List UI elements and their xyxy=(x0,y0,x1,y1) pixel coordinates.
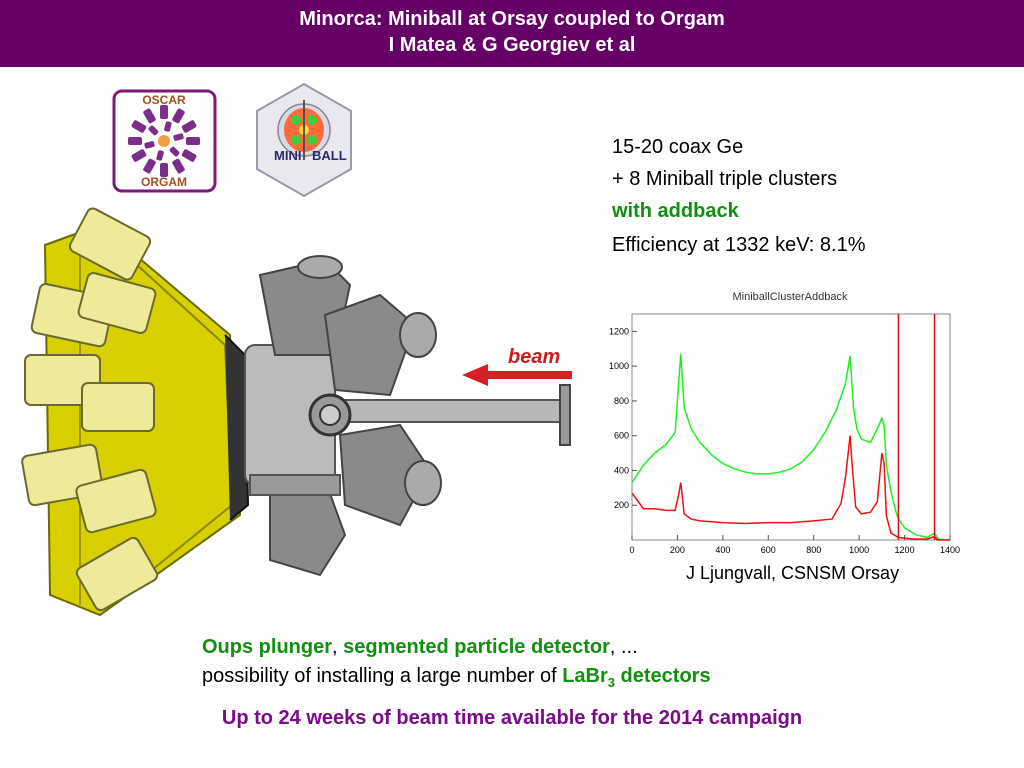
chart-title: MiniballClusterAddback xyxy=(733,291,848,303)
green-spectrum-line xyxy=(631,353,951,541)
svg-text:OSCAR: OSCAR xyxy=(142,93,186,107)
svg-text:BALL: BALL xyxy=(312,148,347,163)
y-tick-label: 1200 xyxy=(609,326,629,336)
efficiency-text: Efficiency at 1332 keV: 8.1% xyxy=(612,234,866,256)
possibility-text: possibility of installing a large number… xyxy=(202,665,563,687)
svg-text:MINI: MINI xyxy=(274,148,301,163)
slide-title: Minorca: Miniball at Orsay coupled to Or… xyxy=(299,8,725,30)
detector-setup-illustration xyxy=(21,207,571,617)
sep-2: , ... xyxy=(609,636,638,658)
spec-clusters: + 8 Miniball triple clusters xyxy=(612,168,838,190)
x-tick-label: 400 xyxy=(715,545,730,555)
y-tick-label: 400 xyxy=(614,465,629,475)
y-tick-label: 200 xyxy=(614,500,629,510)
segmented-detector: segmented particle detector xyxy=(343,636,610,658)
spec-coax: 15-20 coax Ge xyxy=(612,136,744,158)
y-tick-label: 600 xyxy=(614,431,629,441)
svg-text:ORGAM: ORGAM xyxy=(141,175,187,189)
spectrum-credit: J Ljungvall, CSNSM Orsay xyxy=(686,563,900,583)
slide-title-bar: Minorca: Miniball at Orsay coupled to Or… xyxy=(0,0,1024,67)
x-tick-label: 1400 xyxy=(940,545,960,555)
ancillary-line: Oups plunger, segmented particle detecto… xyxy=(202,636,638,659)
campaign-line: Up to 24 weeks of beam time available fo… xyxy=(221,707,803,729)
slide-authors: I Matea & G Georgiev et al xyxy=(388,34,636,56)
spec-addback: with addback xyxy=(612,200,739,222)
y-tick-label: 1000 xyxy=(609,361,629,371)
y-tick-label: 800 xyxy=(614,396,629,406)
labr-line: possibility of installing a large number… xyxy=(202,665,711,690)
x-tick-label: 1200 xyxy=(895,545,915,555)
beam-label: beam xyxy=(508,346,561,368)
miniball-logo: MINI BALL xyxy=(256,82,352,198)
plot-frame xyxy=(631,313,951,541)
x-tick-label: 0 xyxy=(629,545,634,555)
x-tick-label: 200 xyxy=(670,545,685,555)
detector-specs: 15-20 coax Ge + 8 Miniball triple cluste… xyxy=(612,131,837,227)
x-tick-label: 1000 xyxy=(849,545,869,555)
x-tick-label: 600 xyxy=(761,545,776,555)
x-tick-label: 800 xyxy=(806,545,821,555)
sep-1: , xyxy=(332,636,344,658)
beam-arrow-icon xyxy=(462,364,572,386)
addback-spectrum-chart: MiniballClusterAddback 0 200 400 600 800 1000… xyxy=(609,291,960,555)
red-spectrum-line xyxy=(631,435,950,541)
oscar-orgam-logo: OSCAR ORGAM xyxy=(112,89,217,193)
labr-label: LaBr3 detectors xyxy=(562,665,711,690)
oups-plunger: Oups plunger xyxy=(202,636,332,658)
